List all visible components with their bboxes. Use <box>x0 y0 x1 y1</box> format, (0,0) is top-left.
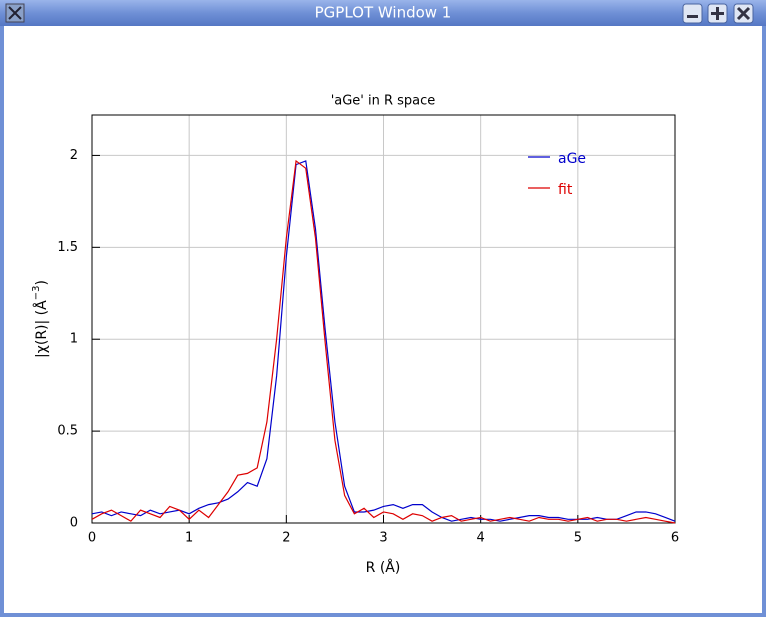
legend-label: fit <box>558 182 573 198</box>
data-line <box>91 159 676 524</box>
x-tick-label: 6 <box>671 531 679 546</box>
title-bar <box>0 0 766 26</box>
y-tick-label: 2 <box>70 148 78 163</box>
x-tick-label: 4 <box>477 531 485 546</box>
app-icon <box>5 3 25 23</box>
y-axis-label: |χ(R)| (Å−3) <box>31 280 50 358</box>
x-axis-label: R (Å) <box>366 559 401 576</box>
window-title: PGPLOT Window 1 <box>315 4 452 22</box>
x-tick-label: 5 <box>574 531 582 546</box>
x-tick-label: 1 <box>185 531 193 546</box>
maximize-button[interactable] <box>707 3 728 24</box>
x-tick-label: 3 <box>379 531 387 546</box>
plot-frame <box>91 114 676 524</box>
y-axis-label-end: ) <box>34 280 50 285</box>
y-axis-label-text: |χ(R)| (Å <box>33 300 50 358</box>
plot: 0 1 2 3 4 5 6 0 0.5 1 1.5 2 aGe fit <box>57 114 679 546</box>
y-tick-label: 1.5 <box>57 240 78 255</box>
x-tick-label: 0 <box>88 531 96 546</box>
close-button[interactable] <box>733 3 754 24</box>
legend-label: aGe <box>558 151 586 167</box>
minimize-button[interactable] <box>682 3 703 24</box>
y-tick-label: 0 <box>70 516 78 531</box>
x-tick-label: 2 <box>282 531 290 546</box>
y-tick-label: 0.5 <box>57 424 78 439</box>
chart-title: 'aGe' in R space <box>331 94 436 109</box>
y-axis-label-sup: −3 <box>31 286 42 301</box>
y-tick-label: 1 <box>70 332 78 347</box>
